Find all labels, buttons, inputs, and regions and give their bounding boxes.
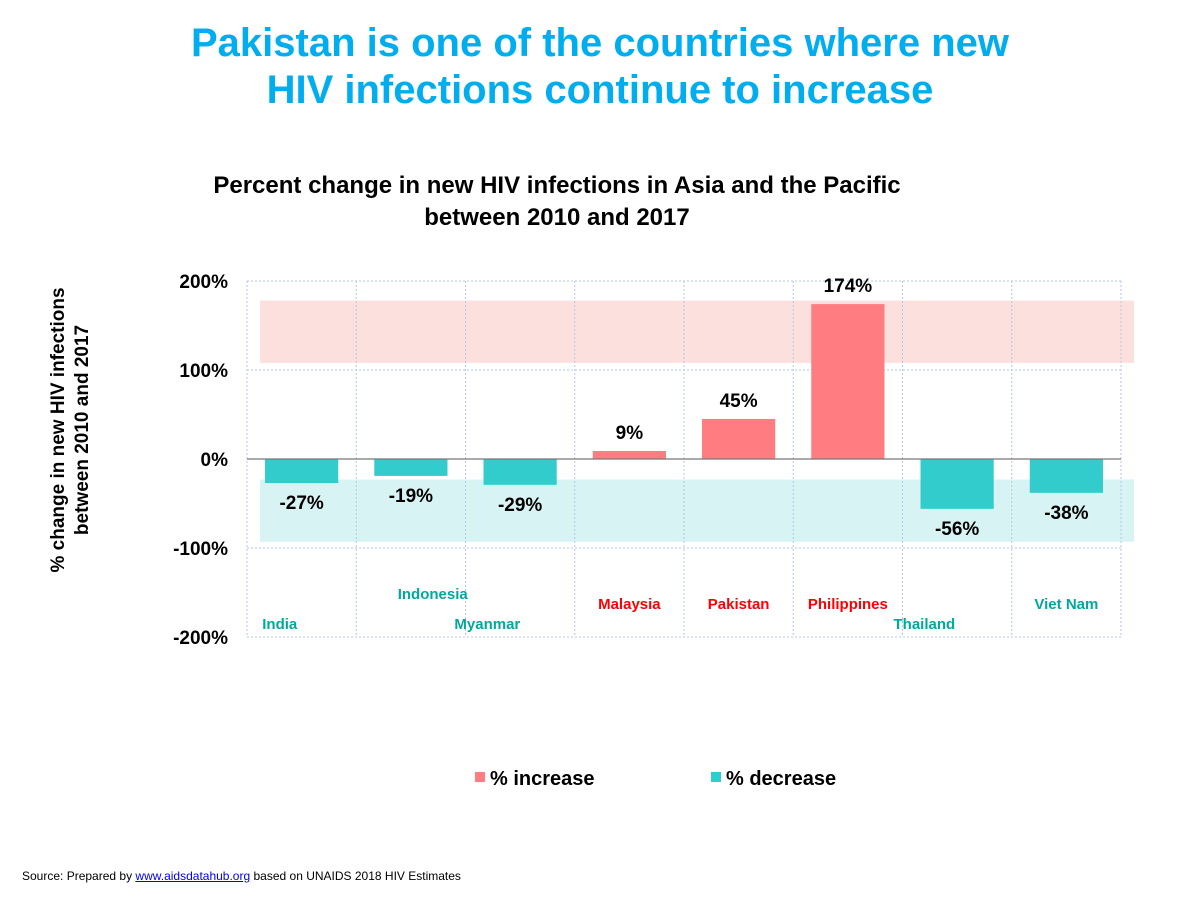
data-label: 174% (824, 276, 873, 297)
y-tick-label: -200% (173, 628, 228, 649)
bar-india (265, 459, 339, 484)
legend: % increase % decrease (475, 768, 836, 790)
bar-myanmar (483, 459, 557, 485)
y-axis-label-line-2: between 2010 and 2017 (72, 325, 93, 535)
data-label: 45% (720, 391, 758, 412)
bar-pakistan (702, 418, 776, 459)
category-label: Thailand (894, 616, 956, 633)
bar-series (265, 304, 1103, 509)
category-label: Malaysia (598, 596, 661, 613)
bar-philippines (811, 304, 885, 459)
source-note: Source: Prepared by www.aidsdatahub.org … (22, 869, 461, 883)
slide-title: Pakistan is one of the countries where n… (0, 20, 1200, 114)
slide-title-line-1: Pakistan is one of the countries where n… (191, 21, 1009, 65)
bar-thailand (920, 459, 994, 509)
bar-malaysia (592, 450, 666, 459)
legend-label-increase: % increase (490, 768, 595, 790)
highlight-band-1 (260, 300, 1134, 363)
category-label: Indonesia (398, 586, 469, 603)
data-label: -56% (935, 519, 979, 540)
category-labels: India Indonesia Myanmar Malaysia Pakistan Phi… (262, 586, 1098, 633)
source-link[interactable]: www.aidsdatahub.org (135, 869, 251, 883)
data-labels: -27% -19% -29% 9% 45% 174% -56% -38% (279, 276, 1088, 540)
bar-indonesia (374, 459, 448, 476)
data-label: 9% (616, 423, 644, 444)
category-label: Myanmar (454, 616, 520, 633)
category-label: India (262, 616, 298, 633)
slide-title-line-2: HIV infections continue to increase (266, 68, 934, 112)
data-label: -19% (389, 486, 433, 507)
data-label: -27% (279, 493, 323, 514)
category-label: Viet Nam (1034, 596, 1098, 613)
y-tick-label: 100% (179, 361, 228, 382)
category-label: Pakistan (708, 596, 770, 613)
legend-label-decrease: % decrease (726, 768, 836, 790)
data-label: -29% (498, 495, 542, 516)
legend-swatch-decrease (711, 772, 721, 782)
source-suffix: based on UNAIDS 2018 HIV Estimates (250, 869, 461, 883)
y-axis-label-line-1: % change in new HIV infections (48, 287, 69, 572)
source-prefix: Source: Prepared by (22, 869, 136, 883)
category-label: Philippines (808, 596, 888, 613)
data-label: -38% (1044, 503, 1088, 524)
y-tick-label: -100% (173, 539, 228, 560)
chart-title-line-2: between 2010 and 2017 (424, 204, 689, 231)
y-tick-labels: 200% 100% 0% -100% -200% (173, 272, 228, 649)
y-tick-label: 200% (179, 272, 228, 293)
legend-swatch-increase (475, 772, 485, 782)
y-tick-label: 0% (201, 450, 229, 471)
chart-title-line-1: Percent change in new HIV infections in … (213, 172, 900, 199)
bar-viet-nam (1029, 459, 1103, 493)
